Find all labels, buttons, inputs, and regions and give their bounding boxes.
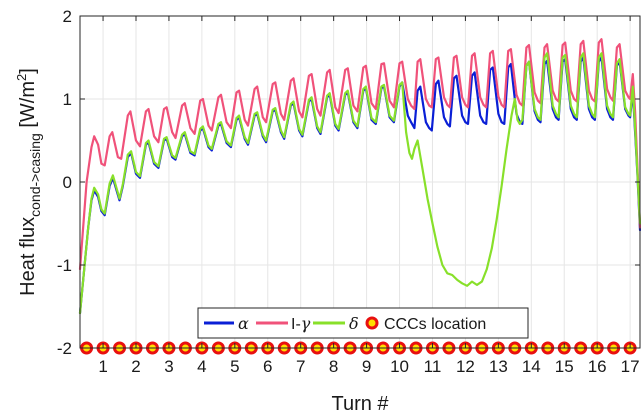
x-tick-label: 17 [621,357,640,376]
y-tick-label: 0 [63,173,72,192]
x-tick-label: 1 [98,357,107,376]
legend-label-igamma: I-γ [291,314,311,333]
legend-marker-ccc [365,316,379,330]
y-axis-title: Heat fluxcond->casing [W/m2] [14,68,43,296]
x-tick-label: 16 [588,357,607,376]
y-axis-title-subscript: cond->casing [27,133,43,217]
x-tick-label: 8 [329,357,338,376]
x-tick-label: 7 [296,357,305,376]
x-tick-label: 15 [555,357,574,376]
legend-box [197,307,529,339]
y-tick-label: 1 [63,90,72,109]
x-tick-label: 13 [489,357,508,376]
series-layer [78,38,641,315]
y-axis-title-unit-close: ] [17,68,39,74]
y-axis-ticks: -2 -1 0 1 2 [57,7,640,358]
x-tick-label: 4 [197,357,206,376]
x-axis-ticks: 1 2 3 4 5 6 7 8 9 10 11 12 13 14 15 16 17 [98,16,640,376]
x-tick-label: 6 [263,357,272,376]
legend-label-ccc: CCCs location [384,316,486,333]
x-tick-label: 2 [131,357,140,376]
x-tick-label: 5 [230,357,239,376]
y-tick-label: -1 [57,256,72,275]
y-tick-label: -2 [57,339,72,358]
y-axis-title-main: Heat flux [17,217,39,296]
x-tick-label: 11 [424,357,442,376]
series-line-igamma [78,38,641,271]
x-tick-label: 12 [456,357,475,376]
y-axis-title-unit: [W/m [17,81,39,133]
y-axis-title-unit-sup: 2 [14,74,29,81]
y-tick-label: 2 [63,7,72,26]
legend-label-alpha: α [238,314,249,333]
x-tick-label: 14 [522,357,541,376]
x-tick-label: 3 [164,357,173,376]
series-line-delta [78,52,641,315]
x-tick-label: 10 [390,357,409,376]
legend-label-delta: δ [349,314,359,333]
x-axis-title: Turn # [331,393,389,415]
x-tick-label: 9 [362,357,371,376]
legend: α I-γ δ CCCs location [197,307,529,339]
